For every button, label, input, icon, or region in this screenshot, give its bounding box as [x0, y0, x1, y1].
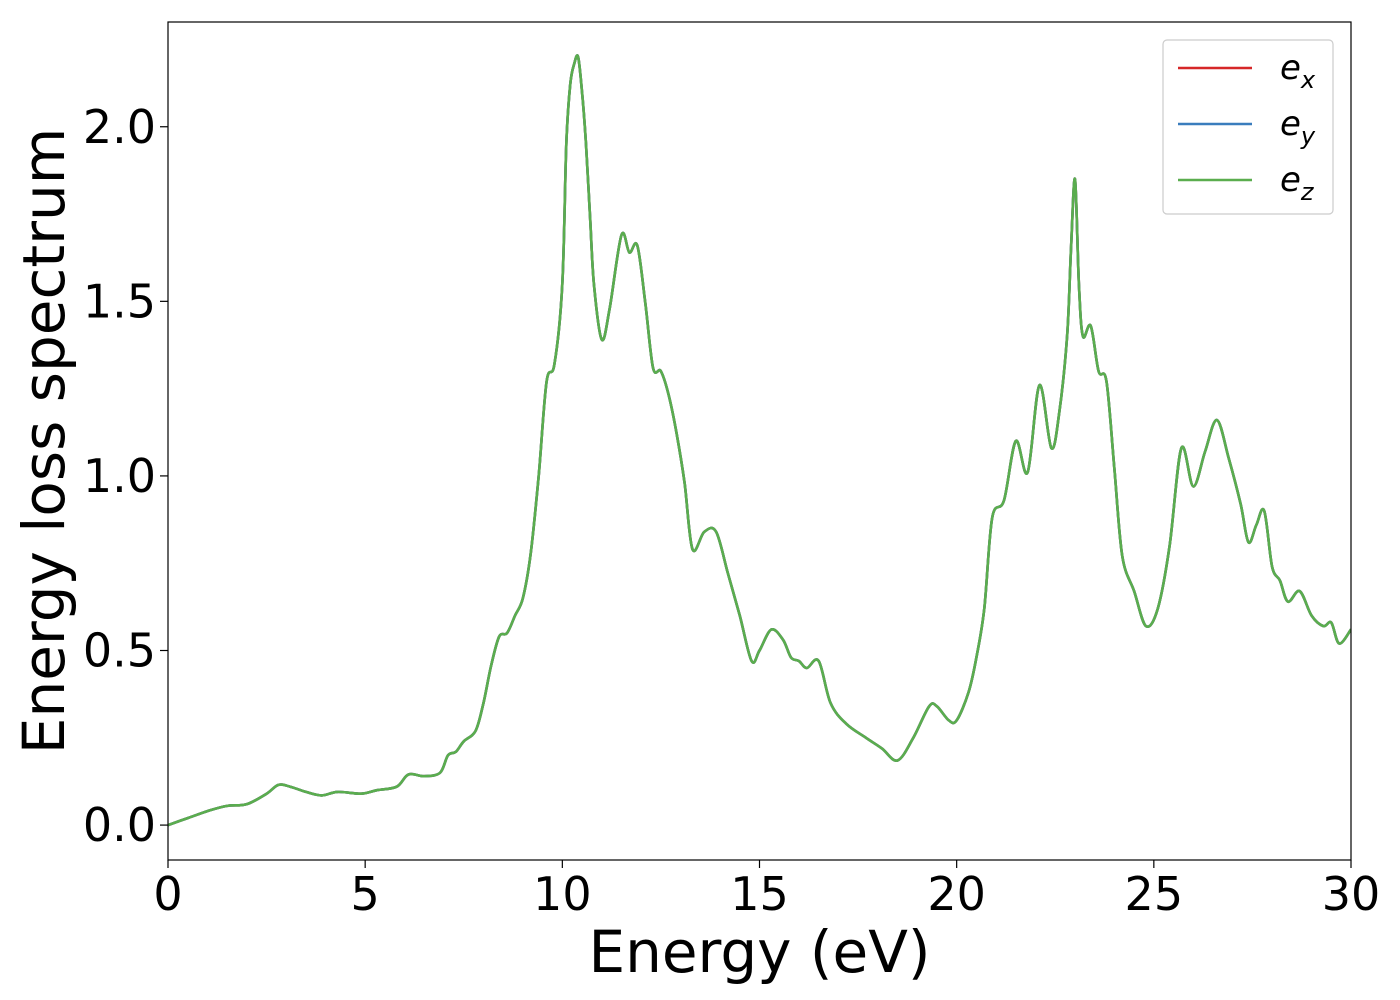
x-tick-label: 0: [153, 867, 182, 921]
x-tick-label: 15: [730, 867, 789, 921]
series-layer: [168, 54, 1351, 827]
plot-frame: [167, 21, 1352, 861]
y-tick-label: 0.5: [83, 624, 156, 678]
x-tick-label: 30: [1322, 867, 1381, 921]
y-axis-label: Energy loss spectrum: [10, 128, 78, 754]
legend-label-ex: ex: [1280, 48, 1316, 94]
legend-box: [1162, 39, 1334, 215]
y-axis: 0.0 0.5 1.0 1.5 2.0: [83, 100, 168, 852]
x-tick-label: 20: [927, 867, 986, 921]
y-tick-label: 2.0: [83, 100, 156, 154]
x-axis-label: Energy (eV): [588, 918, 930, 986]
x-tick-label: 10: [533, 867, 592, 921]
x-axis: 0 5 10 15 20 25 30: [153, 860, 1380, 921]
y-tick-label: 1.5: [83, 274, 156, 328]
y-tick-label: 0.0: [83, 798, 156, 852]
x-tick-label: 25: [1125, 867, 1184, 921]
series-line-ez: [168, 54, 1351, 827]
legend-label-ey: ey: [1280, 104, 1316, 150]
x-tick-label: 5: [351, 867, 380, 921]
y-tick-label: 1.0: [83, 449, 156, 503]
